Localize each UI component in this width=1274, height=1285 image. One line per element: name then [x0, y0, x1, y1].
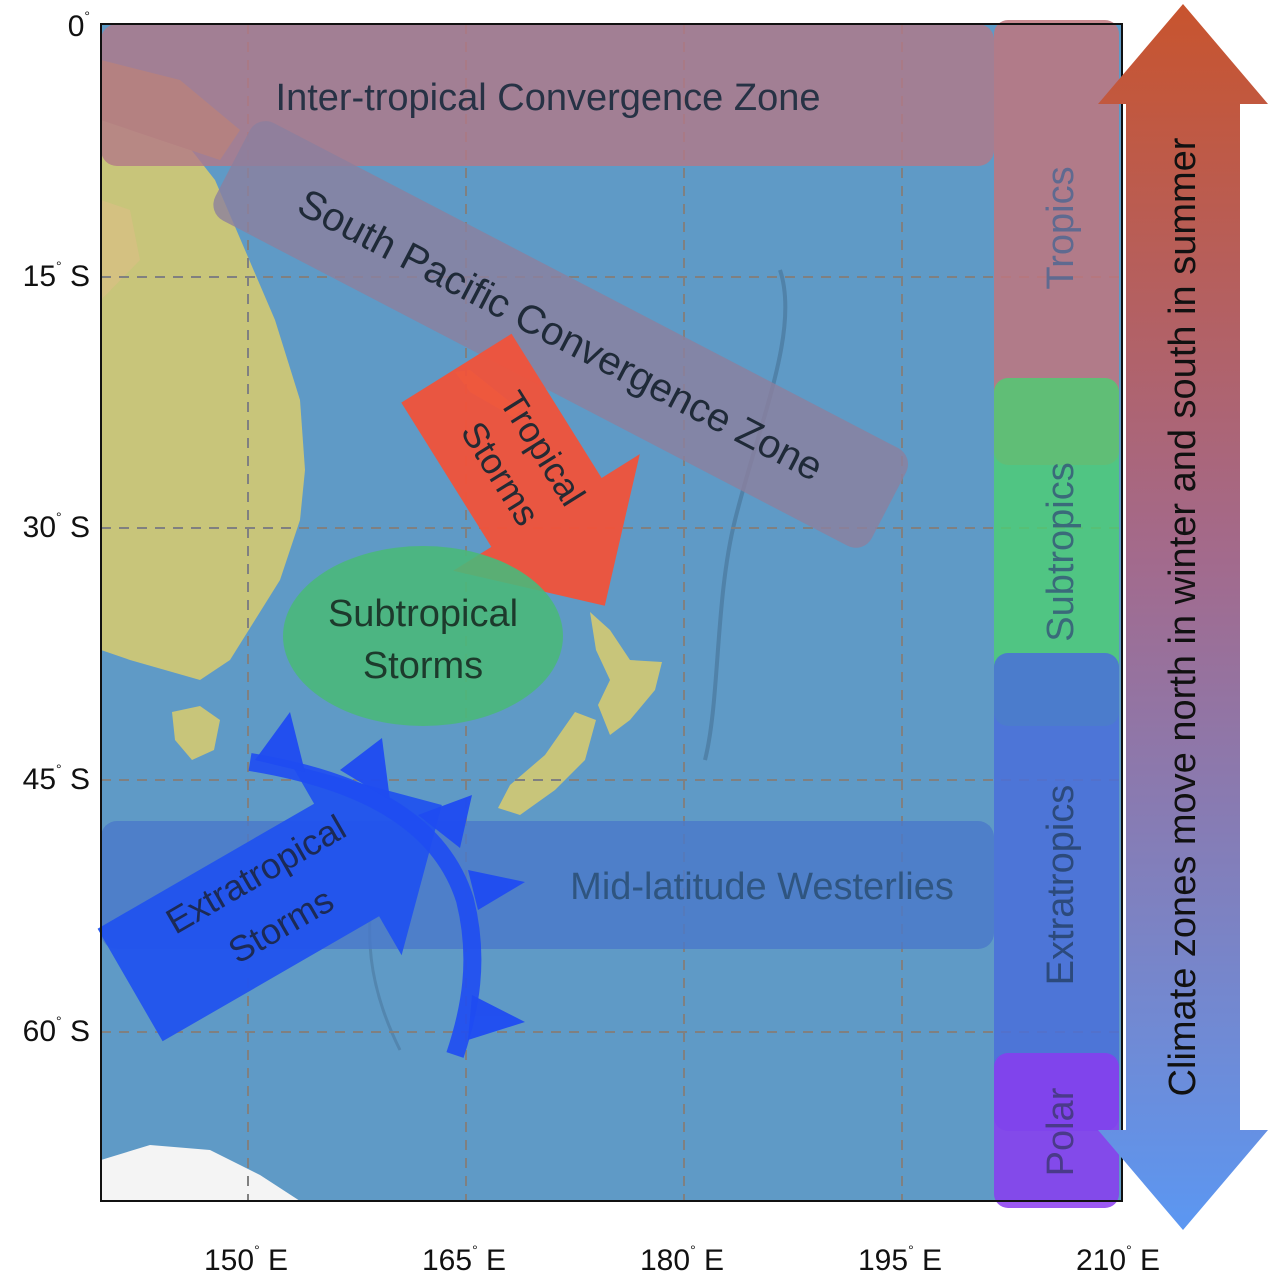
front-triangle	[255, 712, 305, 772]
lat-tick-0: 0°	[67, 8, 90, 43]
antarctica	[101, 1145, 300, 1201]
new-zealand-south-island	[498, 712, 596, 815]
tonga-kermadec-trench	[703, 269, 788, 761]
climate-shift-arrow	[1098, 4, 1268, 1230]
lon-tick-210: 210° E	[1076, 1242, 1161, 1277]
extratropics-band	[994, 653, 1119, 1131]
subtropical-storm-label-line2: Storms	[363, 645, 483, 687]
itcz-label: Inter-tropical Convergence Zone	[276, 77, 821, 119]
extratropical-storm-arrow	[97, 764, 442, 1042]
map-frame	[100, 23, 1123, 1202]
front-triangle	[418, 795, 472, 848]
extratropical-storm-shape	[97, 764, 442, 1042]
lat-tick-30: 30° S	[22, 509, 90, 544]
lon-tick-195: 195° E	[858, 1242, 943, 1277]
lat-tick-15: 15° S	[22, 258, 90, 293]
tropics-band	[994, 20, 1119, 465]
australia-interior	[101, 200, 140, 300]
tropical-storm-shape	[401, 333, 640, 606]
cold-front-line	[248, 753, 482, 1058]
subtropics-band	[994, 378, 1119, 726]
lon-tick-180: 180° E	[640, 1242, 725, 1277]
front-triangle	[340, 738, 390, 800]
tasmania	[172, 706, 220, 760]
lat-tick-45: 45° S	[22, 761, 90, 796]
tropical-storm-arrow	[401, 333, 640, 606]
new-zealand-north-island	[590, 612, 662, 735]
lat-tick-60: 60° S	[22, 1013, 90, 1048]
cold-front-triangles	[255, 712, 525, 1040]
subtropics-label: Subtropics	[1040, 462, 1082, 642]
australia-landmass	[101, 60, 305, 680]
lon-tick-150: 150° E	[204, 1242, 289, 1277]
itcz-band	[101, 24, 994, 166]
tropics-label: Tropics	[1040, 166, 1082, 289]
front-triangle	[468, 995, 525, 1040]
subtropical-storm-ellipse	[283, 546, 563, 726]
map-area	[101, 24, 1122, 1201]
polar-label: Polar	[1040, 1087, 1082, 1176]
climate-shift-label: Climate zones move north in winter and s…	[1162, 137, 1204, 1096]
polar-band	[994, 1053, 1119, 1208]
extratropics-label: Extratropics	[1040, 785, 1082, 986]
subtropical-storm-label-line1: Subtropical	[328, 593, 518, 635]
front-triangle	[468, 870, 525, 910]
westerlies-label: Mid-latitude Westerlies	[570, 866, 954, 908]
lon-tick-165: 165° E	[422, 1242, 507, 1277]
spcz-band	[213, 121, 909, 548]
